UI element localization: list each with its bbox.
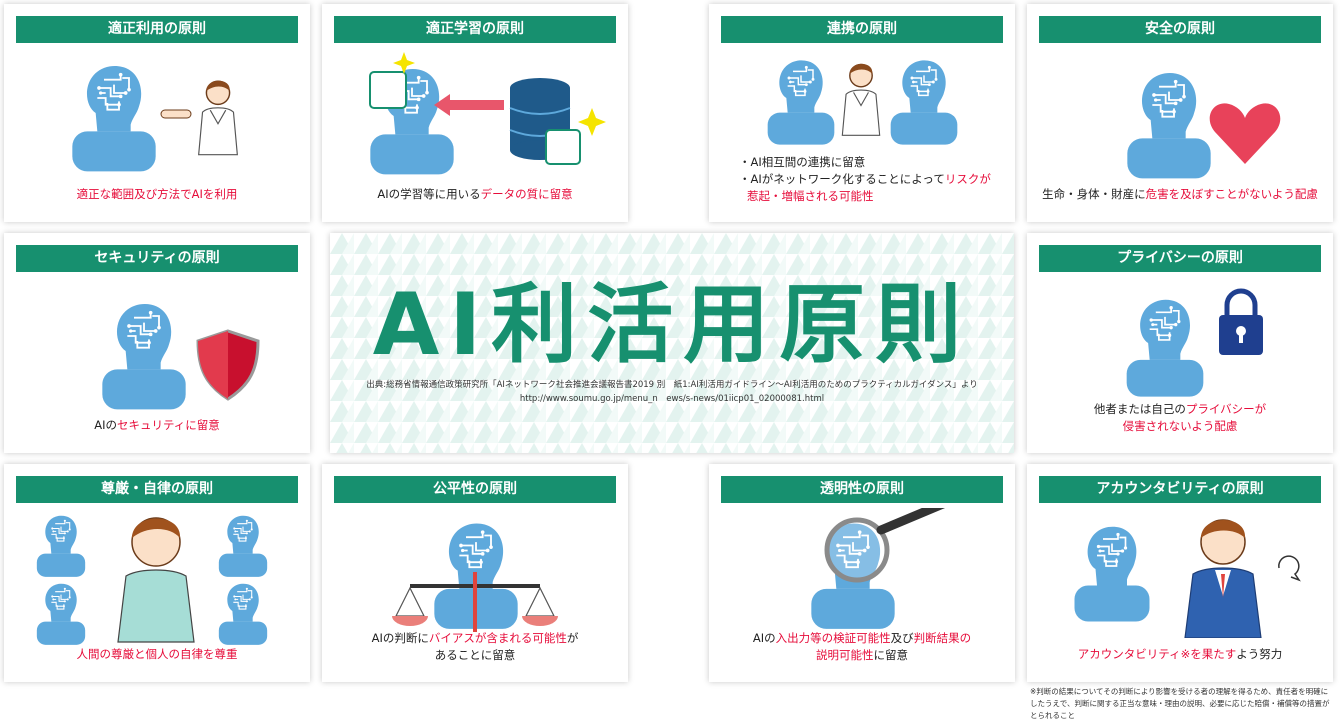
card-privacy: プライバシーの原則 他者または自己のプライバシーが 侵害されないよう配慮	[1027, 233, 1333, 453]
ai-learning-data-icon	[369, 52, 606, 176]
ai-figure-with-person-icon	[71, 65, 239, 173]
card-proper-learning: 適正学習の原則 AIの学習等に用いるデータの質に留意	[322, 4, 628, 222]
card-title: 連携の原則	[721, 16, 1003, 43]
card-title: 適正利用の原則	[16, 16, 298, 43]
ai-lock-icon	[1125, 288, 1263, 398]
card-caption: ・AI相互間の連携に留意 ・AIがネットワーク化することによってリスクが 惹起・…	[739, 155, 991, 203]
ai-heart-icon	[1126, 72, 1281, 180]
card-dignity: 尊厳・自律の原則 人間の尊厳と個人の自律を尊重	[4, 464, 310, 682]
ai-scale-icon	[392, 522, 558, 632]
card-security: セキュリティの原則 AIのセキュリティに留意	[4, 233, 310, 453]
card-caption: 適正な範囲及び方法でAIを利用	[76, 187, 238, 201]
card-accountability: アカウンタビリティの原則 アカウンタビリティ※を果たすよう努力	[1027, 464, 1333, 682]
main-title: AI利活用原則	[372, 275, 972, 375]
footnote: ※判断の結果についてその判断により影響を受ける者の理解を得るため、責任者を明確に…	[1030, 687, 1330, 720]
card-title: 透明性の原則	[721, 476, 1003, 503]
card-title: プライバシーの原則	[1039, 245, 1321, 272]
card-caption: 人間の尊厳と個人の自律を尊重	[76, 647, 238, 661]
ai-dignity-icon	[36, 515, 268, 646]
card-title: 尊厳・自律の原則	[16, 476, 298, 503]
card-title: 安全の原則	[1039, 16, 1321, 43]
card-fairness: 公平性の原則 AIの判断にバイアスが含まれる可能性が あることに留意	[322, 464, 628, 682]
card-caption: 生命・身体・財産に危害を及ぼすことがないよう配慮	[1042, 187, 1318, 201]
triangle-pattern-background	[330, 233, 1014, 453]
card-caption: AIのセキュリティに留意	[94, 418, 220, 432]
ai-collaboration-icon	[766, 59, 959, 146]
ai-shield-icon	[101, 303, 260, 411]
ai-businessman-icon	[1073, 519, 1301, 638]
card-caption: アカウンタビリティ※を果たすよう努力	[1077, 647, 1283, 661]
card-title: 公平性の原則	[334, 476, 616, 503]
ai-magnifier-icon	[810, 508, 946, 630]
card-safety: 安全の原則 生命・身体・財産に危害を及ぼすことがないよう配慮	[1027, 4, 1333, 222]
source-citation: 出典:総務省情報通信政策研究所「AIネットワーク社会推進会議報告書2019 別 …	[366, 380, 978, 404]
card-caption: AIの学習等に用いるデータの質に留意	[377, 187, 573, 201]
card-caption: 他者または自己のプライバシーが 侵害されないよう配慮	[1093, 402, 1267, 433]
main-title-panel: AI利活用原則 出典:総務省情報通信政策研究所「AIネットワーク社会推進会議報告…	[330, 233, 1014, 453]
card-title: アカウンタビリティの原則	[1039, 476, 1321, 503]
card-collaboration: 連携の原則 ・AI相互間の連携に留意 ・AIがネットワーク化することによってリス…	[709, 4, 1015, 222]
card-transparency: 透明性の原則 AIの入出力等の検証可能性及び判断結果の 説明可能性に留意	[709, 464, 1015, 682]
card-caption: AIの判断にバイアスが含まれる可能性が あることに留意	[371, 631, 579, 662]
card-caption: AIの入出力等の検証可能性及び判断結果の 説明可能性に留意	[752, 631, 972, 662]
card-title: 適正学習の原則	[334, 16, 616, 43]
card-proper-use: 適正利用の原則 適正な範囲及び方法でAIを利用	[4, 4, 310, 222]
card-title: セキュリティの原則	[16, 245, 298, 272]
